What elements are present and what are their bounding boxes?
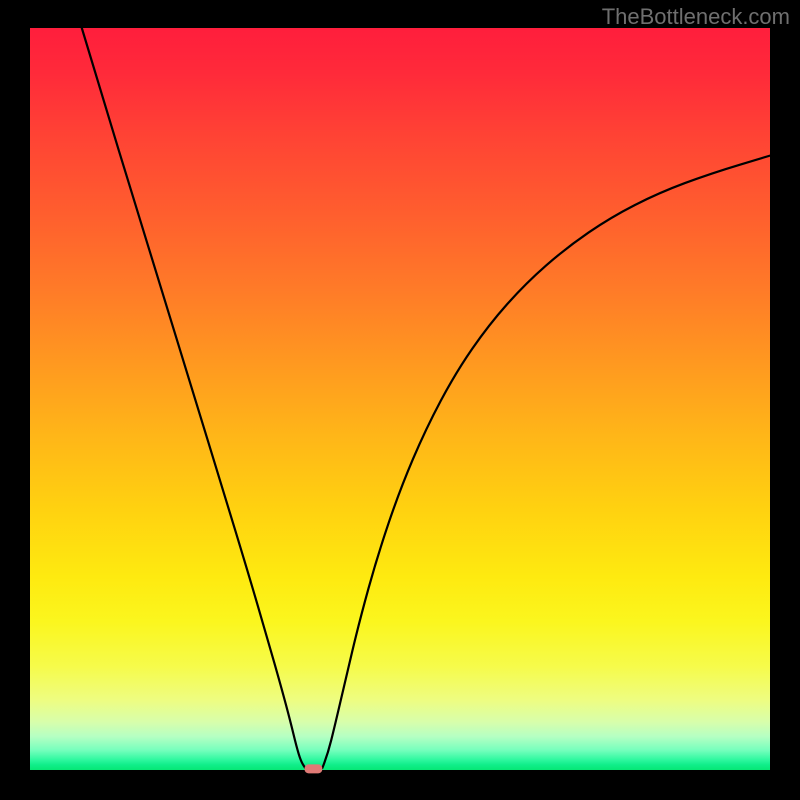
frame-border [0,0,30,800]
frame-border [770,0,800,800]
bottleneck-chart: TheBottleneck.com [0,0,800,800]
min-marker [305,764,323,773]
watermark-label: TheBottleneck.com [602,4,790,30]
plot-background [30,28,770,770]
frame-border [0,770,800,800]
chart-svg [0,0,800,800]
